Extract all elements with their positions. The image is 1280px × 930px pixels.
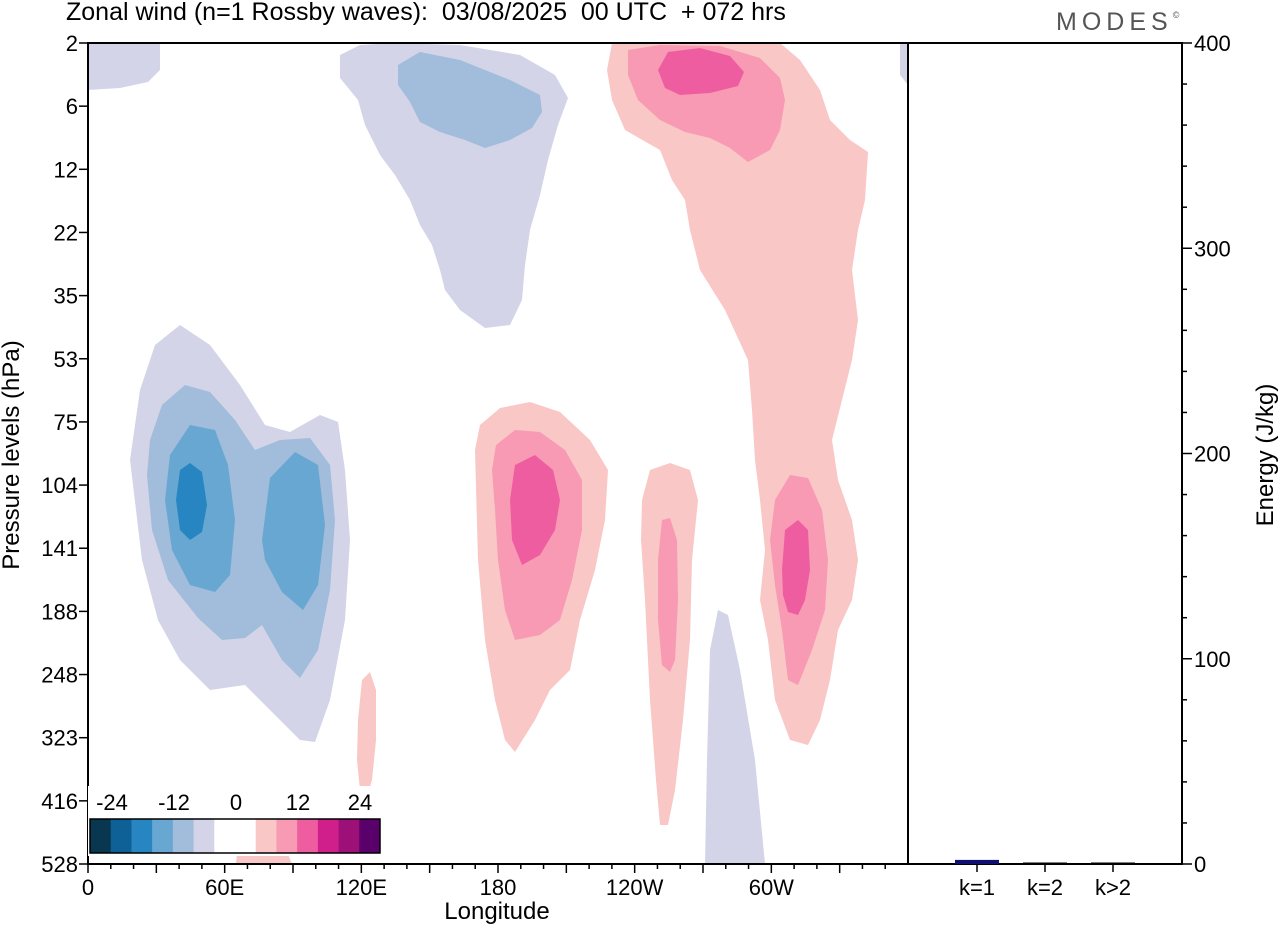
energy-tick-label: 0	[1194, 852, 1206, 877]
contour-neg-right-edge	[900, 43, 908, 85]
energy-tick-label: 100	[1194, 647, 1231, 672]
energy-bar	[1091, 862, 1135, 864]
chart-title: Zonal wind (n=1 Rossby waves): 03/08/202…	[66, 0, 786, 26]
colorbar-swatch	[297, 819, 319, 853]
bar-category-label: k=2	[1027, 875, 1063, 900]
y-tick-label: 22	[54, 220, 78, 245]
contour-neg-lower-left-darkest	[176, 463, 207, 540]
energy-axis: 0 100 200 300 400	[1182, 31, 1231, 877]
colorbar-label: 0	[230, 790, 242, 815]
contour-neg-lower-left-dark-b	[262, 452, 325, 610]
y-tick-label: 75	[54, 410, 78, 435]
contour-pos-upper-right-dark	[658, 48, 744, 95]
energy-bar	[955, 859, 999, 864]
x-tick-label: 60W	[749, 875, 794, 900]
x-tick-label: 180	[480, 875, 517, 900]
x-tick-label: 120W	[606, 875, 664, 900]
colorbar-frame	[89, 818, 381, 854]
energy-tick-label: 400	[1194, 31, 1231, 56]
y-tick-label: 6	[66, 94, 78, 119]
bar-frame	[907, 42, 1183, 865]
y-axis: 2 6 12 22 35 53 75 104 141 188 248 323 416 528	[41, 31, 88, 877]
colorbar-swatch	[152, 819, 174, 853]
energy-tick-label: 300	[1194, 236, 1231, 261]
energy-bar	[1023, 862, 1067, 864]
logo-copyright-mark: ©	[1172, 10, 1180, 20]
contour-field	[88, 43, 908, 864]
x-tick-label: 60E	[205, 875, 244, 900]
y-tick-label: 323	[41, 726, 78, 751]
colorbar-swatch	[359, 819, 381, 853]
x-axis: 0 60E 120E 180 120W 60W	[82, 864, 886, 900]
y-tick-label: 528	[41, 852, 78, 877]
x-axis-label: Longitude	[444, 898, 550, 925]
bar-category-label: k=1	[959, 875, 995, 900]
y-tick-label: 416	[41, 789, 78, 814]
y-tick-label: 248	[41, 663, 78, 688]
colorbar-swatch	[110, 819, 132, 853]
contour-neg-bottom-mid	[705, 610, 765, 864]
colorbar-swatch	[90, 819, 112, 853]
colorbar-swatch	[214, 819, 236, 853]
colorbar-label: -12	[158, 790, 190, 815]
contour-pos-small-lower	[357, 672, 376, 800]
colorbar-label: 12	[286, 790, 310, 815]
colorbar-swatch	[276, 819, 298, 853]
colorbar-swatch	[193, 819, 215, 853]
x-tick-label: 120E	[336, 875, 387, 900]
colorbar-swatch	[131, 819, 153, 853]
contour-pos-mid-left-dark	[510, 455, 560, 565]
modes-logo: MODES©	[1056, 8, 1179, 37]
energy-bars: k=1 k=2 k>2	[955, 859, 1135, 900]
energy-axis-label: Energy (J/kg)	[1252, 383, 1279, 527]
colorbar-swatch	[338, 819, 360, 853]
colorbar-label: -24	[96, 790, 128, 815]
colorbar-swatch	[317, 819, 340, 853]
y-tick-label: 141	[41, 536, 78, 561]
y-tick-label: 35	[54, 284, 78, 309]
y-tick-label: 188	[41, 599, 78, 624]
colorbar-label: 24	[348, 790, 372, 815]
contour-pos-right-lower-dark	[782, 520, 810, 615]
y-axis-label: Pressure levels (hPa)	[0, 340, 25, 570]
y-tick-label: 2	[66, 31, 78, 56]
energy-tick-label: 200	[1194, 442, 1231, 467]
colorbar-swatch	[255, 819, 277, 853]
y-tick-label: 12	[54, 157, 78, 182]
logo-text: MODES	[1056, 8, 1173, 36]
contour-neg-upper-mid-inner	[398, 52, 542, 148]
colorbar: -24 -12 0 12 24	[88, 786, 382, 856]
contour-neg-topleft	[88, 43, 160, 90]
y-tick-label: 53	[54, 347, 78, 372]
colorbar-swatch	[172, 819, 195, 853]
y-tick-label: 104	[41, 473, 78, 498]
x-tick-label: 0	[82, 875, 94, 900]
colorbar-swatch	[235, 819, 257, 853]
bar-category-label: k>2	[1095, 875, 1131, 900]
contour-pos-narrow-mid	[658, 518, 678, 672]
